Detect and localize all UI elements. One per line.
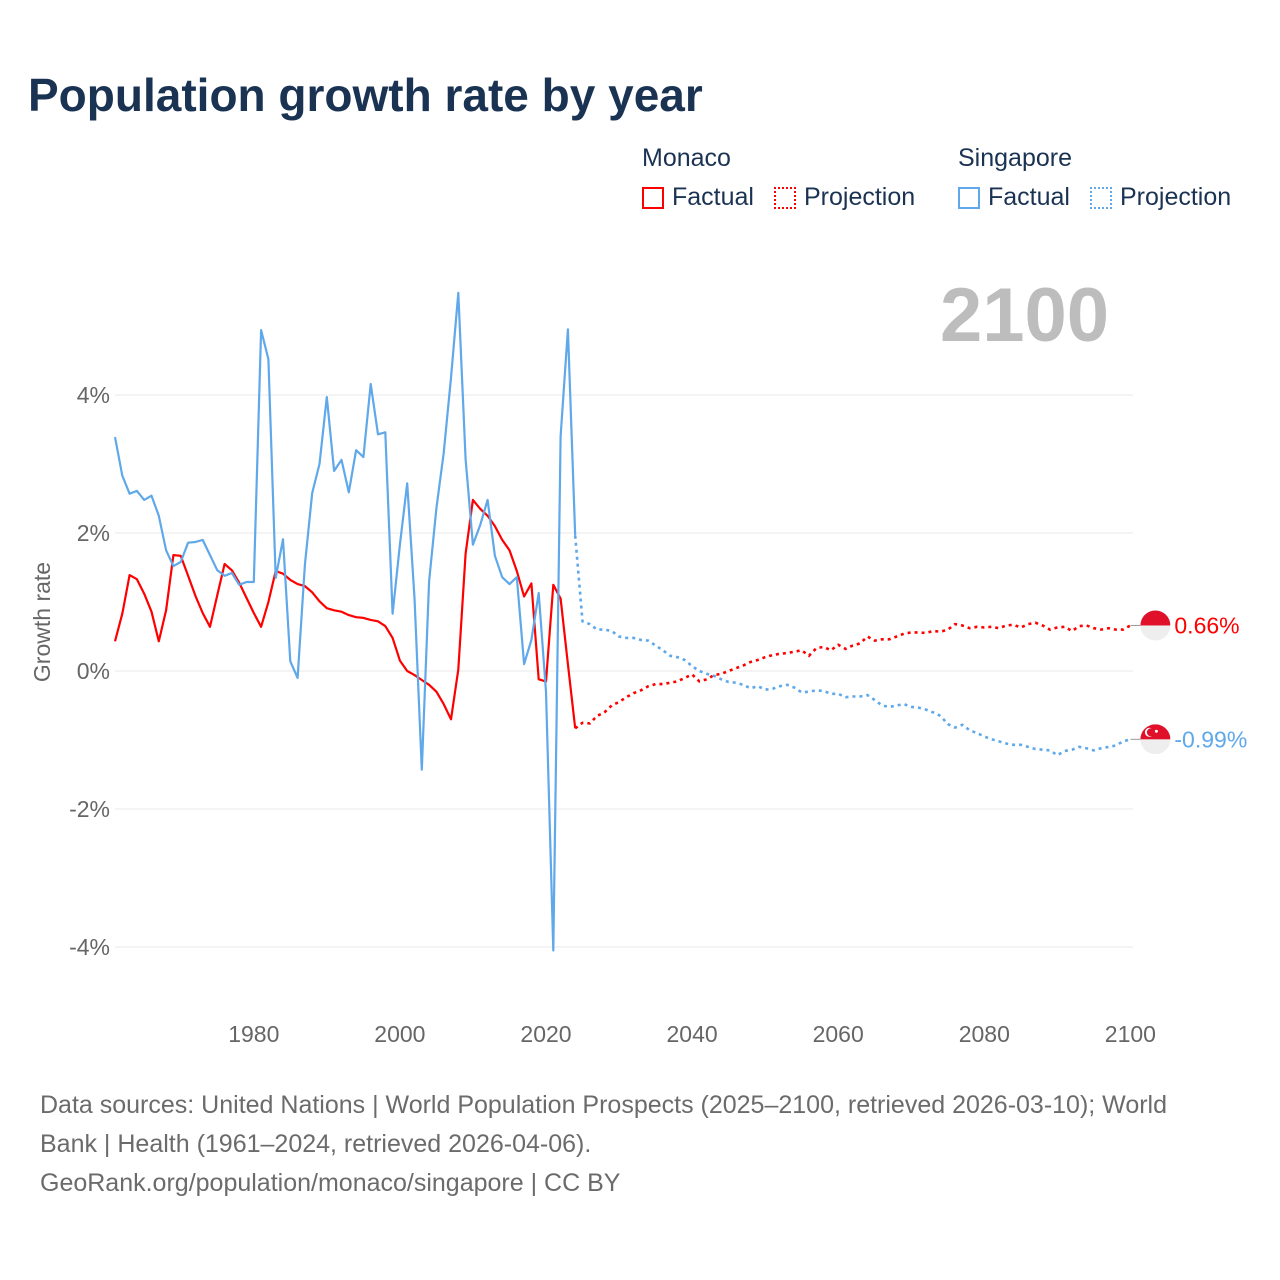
legend-singapore-projection[interactable]: Projection xyxy=(1089,183,1232,212)
y-tick-label: 2% xyxy=(77,520,110,546)
x-tick-label: 2060 xyxy=(813,1021,864,1047)
legend-swatch-solid xyxy=(642,186,664,209)
legend-group-name: Singapore xyxy=(958,144,1072,172)
singapore-factual-line xyxy=(113,291,577,952)
source-link[interactable]: GeoRank.org/population/monaco/singapore … xyxy=(40,1169,621,1197)
singapore-end-label: -0.99% xyxy=(1174,726,1247,752)
legend-label: Factual xyxy=(988,183,1070,211)
singapore-flag-icon xyxy=(1140,724,1171,755)
x-tick-label: 2040 xyxy=(667,1021,718,1047)
y-tick-label: 0% xyxy=(77,658,110,684)
flag-star xyxy=(1154,729,1158,733)
monaco-flag-icon xyxy=(1140,610,1171,641)
x-tick-label: 2080 xyxy=(959,1021,1010,1047)
legend-monaco-projection[interactable]: Projection xyxy=(773,183,916,212)
x-tick-label: 2100 xyxy=(1105,1021,1156,1047)
x-tick-label: 2020 xyxy=(520,1021,571,1047)
legend-swatch-solid xyxy=(958,186,980,209)
current-year-label: 2100 xyxy=(940,273,1110,358)
legend-singapore: Singapore Factual Projection xyxy=(958,144,1251,212)
flag-crescent-cut xyxy=(1146,728,1155,737)
data-sources: Data sources: United Nations | World Pop… xyxy=(40,1091,1168,1158)
legend-group-name: Monaco xyxy=(642,144,731,172)
legend-monaco-factual[interactable]: Factual xyxy=(642,183,754,212)
chart-title: Population growth rate by year xyxy=(28,69,703,121)
x-tick-label: 1980 xyxy=(228,1021,279,1047)
monaco-factual-line xyxy=(113,498,577,729)
flag-red xyxy=(1140,610,1171,626)
legend-swatch-dotted xyxy=(773,186,796,209)
x-tick-label: 2000 xyxy=(374,1021,425,1047)
y-tick-label: 4% xyxy=(77,382,110,408)
legend-label: Projection xyxy=(1119,183,1232,211)
legend-label: Factual xyxy=(672,183,754,211)
legend-monaco: Monaco Factual Projection xyxy=(642,144,935,212)
y-axis-label: Growth rate xyxy=(29,562,55,682)
legend-swatch-dotted xyxy=(1089,186,1112,209)
monaco-projection-line xyxy=(574,621,1132,730)
singapore-projection-line xyxy=(573,535,1131,757)
y-tick-label: -2% xyxy=(69,796,110,822)
footer: Data sources: United Nations | World Pop… xyxy=(40,1086,1230,1203)
legend-label: Projection xyxy=(803,183,916,211)
legend-singapore-factual[interactable]: Factual xyxy=(958,183,1070,212)
monaco-end-label: 0.66% xyxy=(1174,612,1239,638)
y-tick-label: -4% xyxy=(69,934,110,960)
